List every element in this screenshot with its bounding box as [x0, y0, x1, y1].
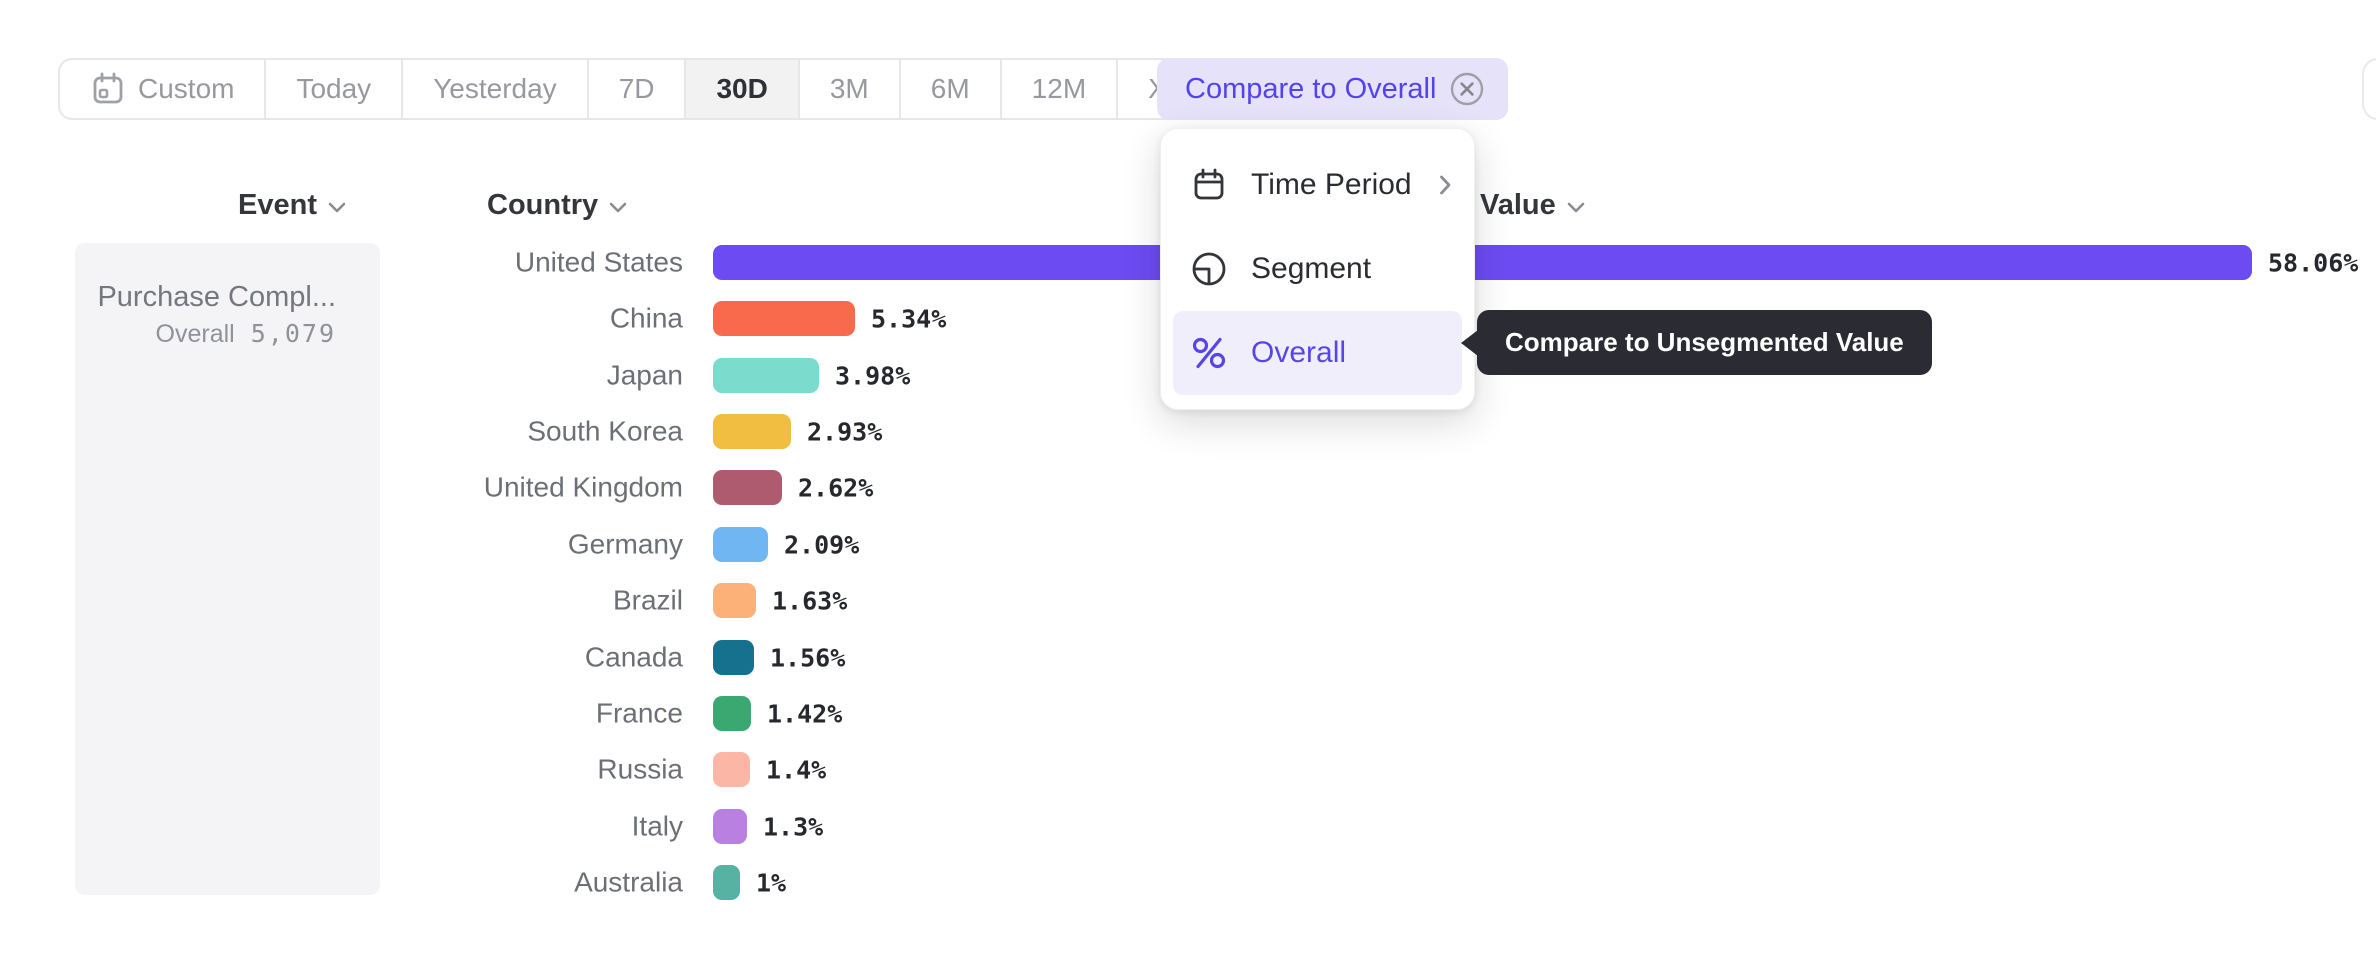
date-range-button-custom[interactable]: Custom [60, 60, 267, 118]
calendar-icon [90, 71, 126, 107]
menu-item-label: Time Period [1251, 168, 1412, 201]
date-range-button-7d[interactable]: 7D [589, 60, 687, 118]
country-label: United Kingdom [483, 470, 683, 502]
country-label: United States [514, 245, 683, 277]
bar-row: Japan 3.98% [0, 358, 2376, 393]
country-label: China [609, 301, 683, 333]
value-label: 2.62% [798, 473, 874, 502]
event-name: Purchase Compl... [97, 281, 336, 313]
country-label: Japan [606, 358, 683, 390]
calendar-icon [1191, 167, 1227, 203]
segment-icon [1191, 251, 1227, 287]
value-bar[interactable] [713, 301, 855, 336]
column-header-value[interactable]: Value [1480, 188, 1586, 222]
menu-item-label: Overall [1251, 336, 1347, 369]
country-label: Australia [574, 865, 683, 897]
value-label: 1.3% [763, 812, 824, 841]
date-range-button-yesterday[interactable]: Yesterday [403, 60, 589, 118]
bar-row: South Korea 2.93% [0, 414, 2376, 449]
bar-row: Italy 1.3% [0, 809, 2376, 844]
chevron-down-icon [609, 202, 627, 212]
bar-row: Brazil 1.63% [0, 583, 2376, 618]
circled-x-icon[interactable] [1450, 72, 1484, 106]
date-range-button-30d[interactable]: 30D [686, 60, 800, 118]
country-label: Italy [631, 809, 683, 841]
column-header-event[interactable]: Event [238, 188, 347, 222]
value-bar[interactable] [713, 470, 782, 505]
column-header-country-label: Country [487, 188, 599, 221]
menu-item-time-period[interactable]: Time Period [1161, 143, 1474, 227]
value-bar[interactable] [713, 696, 751, 731]
bar-row: United Kingdom 2.62% [0, 470, 2376, 505]
value-bar[interactable] [713, 583, 756, 618]
menu-item-segment[interactable]: Segment [1161, 227, 1474, 311]
tooltip: Compare to Unsegmented Value [1477, 310, 1932, 375]
chevron-down-icon [328, 202, 346, 212]
value-bar[interactable] [713, 752, 750, 787]
bar-row: France 1.42% [0, 696, 2376, 731]
column-header-event-label: Event [238, 188, 317, 221]
date-range-label: Today [296, 73, 372, 104]
event-overall: Overall 5,079 [156, 319, 336, 349]
country-label: Russia [597, 752, 683, 784]
menu-item-label: Segment [1251, 252, 1372, 285]
date-range-label: 30D [716, 73, 768, 104]
date-range-button-today[interactable]: Today [266, 60, 404, 118]
date-range-label: 12M [1031, 73, 1087, 104]
bar-row: Australia 1% [0, 865, 2376, 900]
value-bar[interactable] [713, 640, 754, 675]
context-menu: Time Period Segment Overall [1160, 128, 1475, 410]
event-card[interactable]: Purchase Compl... Overall 5,079 [75, 243, 380, 895]
value-label: 1.4% [766, 755, 827, 784]
value-label: 1.63% [772, 586, 848, 615]
date-range-label: 3M [829, 73, 869, 104]
value-bar[interactable] [713, 527, 768, 562]
country-label: Germany [567, 527, 683, 559]
compare-chip[interactable]: Compare to Overall [1157, 58, 1509, 120]
value-bar[interactable] [713, 414, 791, 449]
date-range-label: Custom [138, 73, 235, 104]
bar-row: Russia 1.4% [0, 752, 2376, 787]
tooltip-text: Compare to Unsegmented Value [1505, 327, 1904, 357]
date-range-button-6m[interactable]: 6M [901, 60, 1002, 118]
date-range-label: 6M [930, 73, 970, 104]
bar-row: China 5.34% [0, 301, 2376, 336]
bar-row: Germany 2.09% [0, 527, 2376, 562]
value-label: 3.98% [835, 361, 911, 390]
bar-row: Canada 1.56% [0, 640, 2376, 675]
value-bar[interactable] [713, 245, 2252, 280]
value-bar[interactable] [713, 865, 740, 900]
country-label: South Korea [527, 414, 683, 446]
menu-item-overall[interactable]: Overall [1173, 311, 1462, 395]
value-label: 5.34% [871, 304, 947, 333]
tooltip-arrow [1461, 330, 1478, 356]
country-label: Canada [584, 640, 683, 672]
date-range-label: 7D [618, 73, 655, 104]
country-label: France [595, 696, 683, 728]
date-range-label: Yesterday [433, 73, 557, 104]
event-overall-value: 5,079 [250, 319, 336, 348]
value-label: 1.42% [767, 699, 843, 728]
compare-chip-label: Compare to Overall [1185, 72, 1437, 105]
value-bar[interactable] [713, 358, 819, 393]
value-label: 2.93% [807, 417, 883, 446]
value-label: 2.09% [784, 530, 860, 559]
value-label: 1.56% [770, 643, 846, 672]
chevron-down-icon [1567, 202, 1585, 212]
value-label: 58.06% [2268, 248, 2359, 277]
date-range-button-3m[interactable]: 3M [800, 60, 901, 118]
percent-icon [1191, 335, 1227, 371]
country-label: Brazil [612, 583, 683, 615]
date-range-group: CustomTodayYesterday7D30D3M6M12MXTD [58, 58, 1269, 120]
column-header-value-label: Value [1480, 188, 1556, 221]
bar-row: United States 58.06% [0, 245, 2376, 280]
value-label: 1% [756, 868, 787, 897]
value-bar[interactable] [713, 809, 747, 844]
date-range-button-12m[interactable]: 12M [1002, 60, 1119, 118]
event-overall-label: Overall [155, 320, 235, 348]
column-header-country[interactable]: Country [487, 188, 628, 222]
chevron-right-icon [1438, 174, 1452, 196]
